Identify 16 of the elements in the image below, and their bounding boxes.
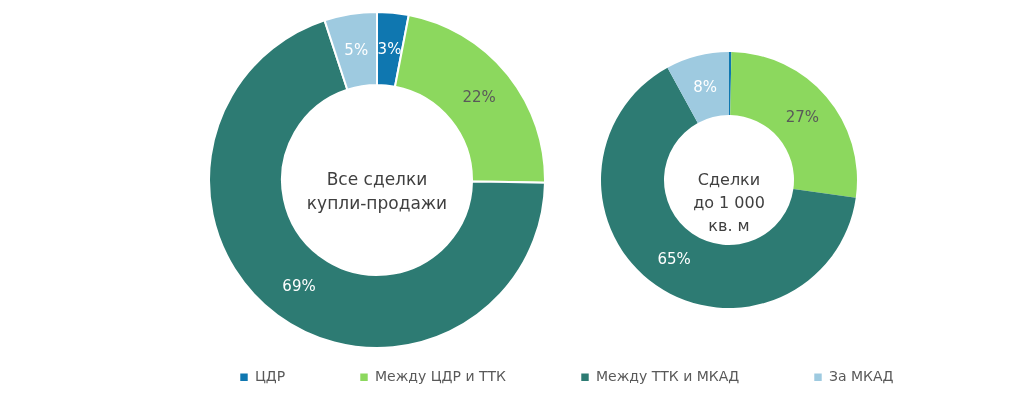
data-label: 65%	[657, 250, 691, 269]
text: Все сделки купли-продажи	[306, 169, 448, 213]
legend-label: Между ЦДР и ТТК	[375, 368, 507, 385]
data-label: 8%	[693, 77, 717, 96]
data-label: 22%	[462, 88, 496, 107]
donut-slice	[667, 52, 729, 123]
data-label: 5%	[344, 41, 369, 60]
text: Сделки до 1 000 кв. м	[693, 170, 765, 235]
data-label: 3%	[377, 40, 402, 59]
donut-slice	[729, 52, 732, 116]
donut-slice	[601, 67, 856, 308]
data-label: 27%	[785, 108, 820, 127]
data-label: 69%	[282, 276, 316, 295]
legend-label: ЦДР	[255, 368, 286, 385]
legend-label: Между ТТК и МКАД	[596, 368, 740, 385]
legend-label: За МКАД	[829, 368, 894, 385]
